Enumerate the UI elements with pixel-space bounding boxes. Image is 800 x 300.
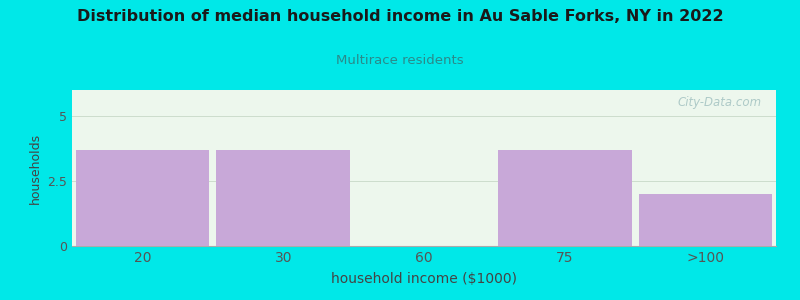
X-axis label: household income ($1000): household income ($1000) xyxy=(331,272,517,286)
Text: Multirace residents: Multirace residents xyxy=(336,54,464,67)
Bar xyxy=(638,194,773,246)
Y-axis label: households: households xyxy=(29,132,42,204)
Bar xyxy=(216,150,350,246)
Text: City-Data.com: City-Data.com xyxy=(678,96,762,109)
Bar xyxy=(75,150,210,246)
Bar xyxy=(498,150,632,246)
Text: Distribution of median household income in Au Sable Forks, NY in 2022: Distribution of median household income … xyxy=(77,9,723,24)
